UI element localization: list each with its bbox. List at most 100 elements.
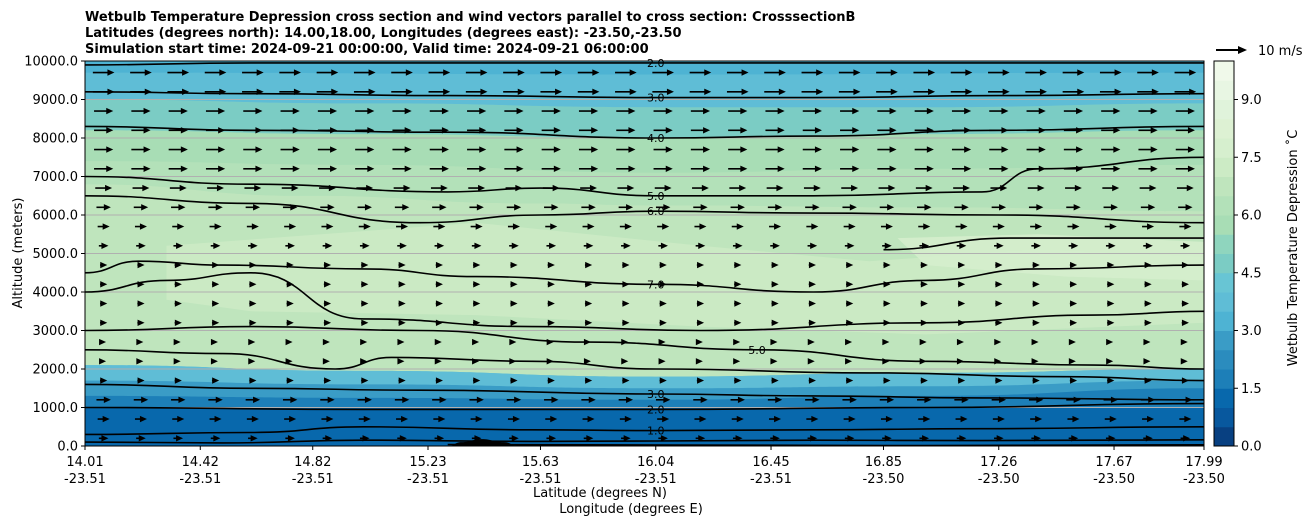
wind-vector-head (995, 281, 1003, 288)
wind-vector (1178, 204, 1193, 211)
wind-vector (734, 377, 742, 384)
wind-vector (1142, 223, 1155, 230)
wind-vector-head (253, 204, 261, 211)
wind-vector (210, 358, 218, 365)
wind-vector-head (591, 165, 599, 172)
wind-vector-head (964, 127, 972, 134)
wind-vector-head (701, 184, 709, 192)
wind-vector-head (1076, 127, 1084, 134)
wind-vector (249, 300, 257, 307)
wind-vector (316, 88, 339, 95)
wind-vector-head (99, 358, 107, 365)
wind-vector (547, 261, 555, 269)
wind-vector-head (249, 261, 257, 269)
wind-vector (317, 146, 338, 153)
wind-vector (1181, 281, 1189, 288)
wind-vector (771, 300, 779, 307)
wind-vector-head (1033, 435, 1041, 442)
wind-vector (803, 184, 821, 192)
wind-vector (616, 146, 636, 153)
wind-vector-head (136, 338, 144, 346)
wind-vector (695, 435, 706, 442)
x-tick-label-lon: -23.50 (863, 472, 905, 487)
wind-vector-head (476, 204, 484, 211)
wind-vector-head (1072, 415, 1080, 423)
wind-vector-head (1187, 127, 1195, 134)
wind-vector (1031, 242, 1041, 249)
wind-vector (838, 69, 861, 76)
wind-vector-head (441, 107, 449, 115)
wind-vector (465, 69, 488, 76)
wind-vector (137, 377, 145, 384)
wind-vector-head (1147, 415, 1155, 423)
contour-labels: 1.0 2.0 3.0 5.0 7.0 6.0 5.0 4.0 3.0 2.0 (647, 57, 766, 438)
wind-vector (137, 261, 145, 269)
wind-vector (435, 300, 443, 307)
wind-vector-head (1109, 415, 1117, 423)
wind-vector-head (771, 319, 779, 326)
wind-vector (97, 223, 110, 230)
wind-vector (92, 88, 115, 95)
wind-vector (733, 358, 741, 365)
wind-vector-head (846, 319, 854, 326)
wind-vector-head (213, 435, 221, 442)
wind-vector-head (1106, 358, 1114, 365)
wind-vector-head (883, 261, 891, 269)
wind-vector-head (1107, 261, 1115, 269)
contour-line-4 (85, 349, 1204, 382)
wind-vector (322, 338, 330, 346)
wind-vector (622, 300, 630, 307)
terrain (447, 439, 518, 446)
wind-vector (764, 88, 786, 95)
wind-vector-head (1110, 204, 1118, 211)
wind-vector (883, 377, 891, 384)
wind-vector-head (403, 184, 411, 192)
wind-vector (208, 204, 223, 211)
wind-vector (765, 127, 785, 134)
wind-vector-head (1181, 261, 1189, 269)
wind-vector (1179, 223, 1192, 230)
wind-vector-head (251, 223, 259, 230)
wind-vector (583, 242, 594, 249)
wind-vector (734, 319, 742, 326)
wind-vector-head (958, 300, 966, 307)
wind-vector-head (510, 300, 518, 307)
wind-vector (323, 281, 332, 288)
wind-vector (1032, 319, 1040, 326)
x-tick-label-lon: -23.50 (978, 472, 1020, 487)
wind-vector-head (703, 165, 711, 172)
wind-vector-head (440, 184, 448, 192)
wind-vector-head (549, 435, 557, 442)
wind-vector (473, 281, 481, 288)
wind-vector (467, 107, 487, 115)
wind-vector (1139, 184, 1157, 192)
wind-vector-head (142, 184, 150, 192)
wind-vector-head (546, 338, 554, 346)
wind-vector-head (847, 242, 855, 249)
wind-vector (361, 319, 369, 326)
y-tick-label: 7000.0 (33, 170, 79, 185)
wind-vector-head (176, 435, 184, 442)
wind-vector (134, 415, 147, 423)
wind-vector (1031, 435, 1041, 442)
wind-vector (652, 88, 674, 95)
wind-vector-head (516, 127, 524, 134)
wind-vector (771, 377, 779, 384)
wind-vector-head (178, 204, 186, 211)
wind-vector (398, 377, 406, 384)
wind-vector (319, 184, 336, 192)
wind-vector-head (1032, 377, 1040, 384)
wind-vector-head (1187, 165, 1195, 172)
wind-vector (846, 261, 854, 269)
wind-vector (1099, 88, 1122, 95)
wind-vector-head (101, 435, 109, 442)
wind-vector (956, 338, 964, 346)
wind-vector (1179, 415, 1192, 423)
wind-vector-head (141, 396, 149, 403)
wind-vector-head (1112, 184, 1120, 192)
colorbar-segment (1214, 80, 1234, 100)
wind-vector-head (849, 204, 857, 211)
wind-vector (846, 319, 854, 326)
wind-vector (279, 88, 301, 95)
wind-vector-head (511, 242, 519, 249)
